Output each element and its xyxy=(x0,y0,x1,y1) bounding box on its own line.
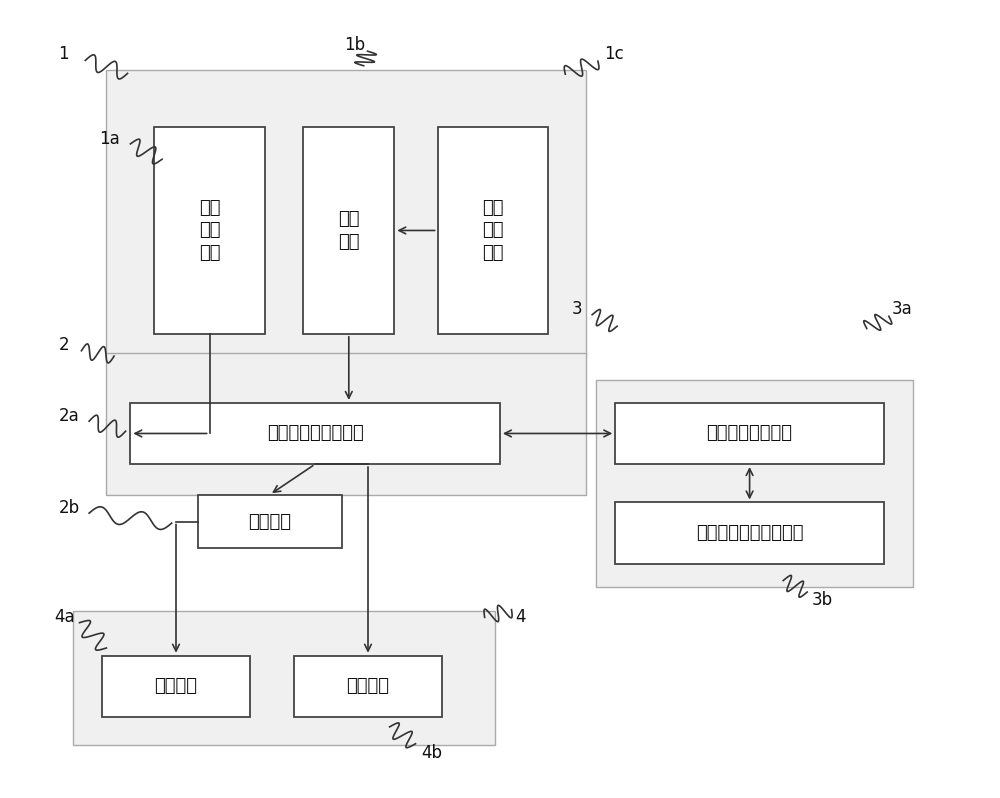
Text: 2: 2 xyxy=(58,337,69,354)
Bar xyxy=(106,353,586,495)
Bar xyxy=(130,403,500,464)
Text: 定位
导航
模块: 定位 导航 模块 xyxy=(199,200,220,262)
Text: 1a: 1a xyxy=(99,129,119,148)
Bar xyxy=(615,403,884,464)
Text: 图像
采集
模块: 图像 采集 模块 xyxy=(482,200,504,262)
Text: 通信
模块: 通信 模块 xyxy=(338,211,360,251)
Bar xyxy=(106,69,586,357)
Text: 3b: 3b xyxy=(812,591,833,609)
Text: 2b: 2b xyxy=(58,499,80,517)
Text: 4a: 4a xyxy=(55,608,75,626)
Text: 1b: 1b xyxy=(344,36,366,54)
Text: 4b: 4b xyxy=(421,744,442,762)
Text: 车辆信息获取模块: 车辆信息获取模块 xyxy=(707,425,793,442)
Text: 显示模块: 显示模块 xyxy=(347,678,390,695)
Text: 报警模块: 报警模块 xyxy=(154,678,198,695)
Bar xyxy=(154,127,265,334)
Bar xyxy=(438,127,548,334)
Bar xyxy=(596,380,913,587)
Text: 1c: 1c xyxy=(604,45,623,63)
Text: 存储模块: 存储模块 xyxy=(248,512,291,531)
Bar xyxy=(73,611,495,745)
Bar xyxy=(198,495,342,548)
Bar xyxy=(294,656,442,717)
Text: 1: 1 xyxy=(58,45,69,63)
Bar xyxy=(102,656,250,717)
Text: 3: 3 xyxy=(572,299,583,318)
Text: 2a: 2a xyxy=(58,407,79,425)
Text: 3a: 3a xyxy=(892,299,912,318)
Bar xyxy=(303,127,394,334)
Text: 数据传输及处理模块: 数据传输及处理模块 xyxy=(267,425,364,442)
Bar xyxy=(615,503,884,563)
Text: 车辆运动状态检测模块: 车辆运动状态检测模块 xyxy=(696,524,803,542)
Text: 4: 4 xyxy=(515,608,526,626)
